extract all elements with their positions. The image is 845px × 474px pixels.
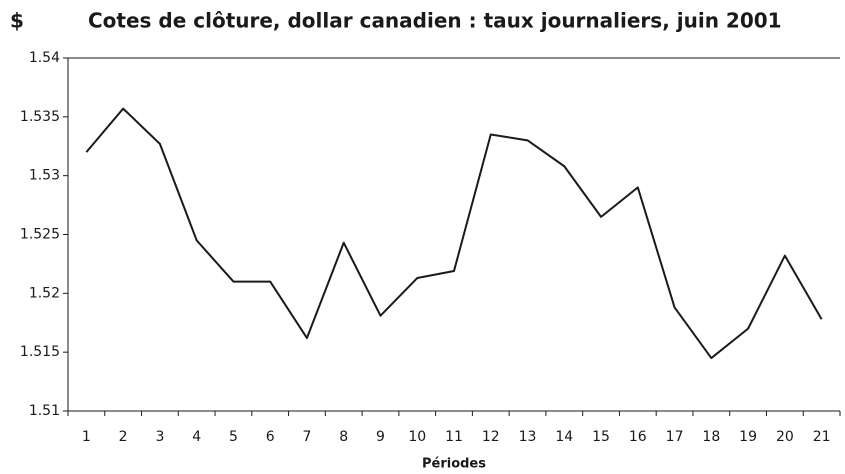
y-tick-label: 1.52 bbox=[29, 285, 60, 301]
x-tick-label: 9 bbox=[376, 429, 385, 445]
x-tick-label: 10 bbox=[408, 429, 426, 445]
x-tick-label: 15 bbox=[592, 429, 610, 445]
chart-title: Cotes de clôture, dollar canadien : taux… bbox=[88, 9, 782, 33]
y-tick-label: 1.54 bbox=[29, 50, 60, 66]
x-tick-label: 7 bbox=[302, 429, 311, 445]
y-tick-label: 1.53 bbox=[29, 168, 60, 184]
x-tick-label: 8 bbox=[339, 429, 348, 445]
x-tick-label: 6 bbox=[266, 429, 275, 445]
x-tick-label: 14 bbox=[555, 429, 573, 445]
x-tick-label: 18 bbox=[702, 429, 720, 445]
x-tick-label: 16 bbox=[629, 429, 647, 445]
x-tick-label: 11 bbox=[445, 429, 463, 445]
x-tick-label: 5 bbox=[229, 429, 238, 445]
x-axis-label: Périodes bbox=[422, 457, 486, 472]
x-tick-label: 12 bbox=[482, 429, 500, 445]
x-tick-label: 4 bbox=[192, 429, 201, 445]
line bbox=[85, 107, 823, 360]
x-tick-label: 2 bbox=[119, 429, 128, 445]
x-tick-label: 3 bbox=[155, 429, 164, 445]
y-axis-label: $ bbox=[10, 9, 24, 33]
x-tick-label: 19 bbox=[739, 429, 757, 445]
y-tick-label: 1.535 bbox=[20, 109, 60, 125]
x-tick-label: 17 bbox=[666, 429, 684, 445]
y-tick-label: 1.515 bbox=[20, 344, 60, 360]
x-tick-label: 21 bbox=[813, 429, 831, 445]
x-tick-label: 1 bbox=[82, 429, 91, 445]
x-tick-label: 13 bbox=[519, 429, 537, 445]
x-tick-label: 20 bbox=[776, 429, 794, 445]
y-tick-label: 1.525 bbox=[20, 227, 60, 243]
y-tick-label: 1.51 bbox=[29, 403, 60, 419]
